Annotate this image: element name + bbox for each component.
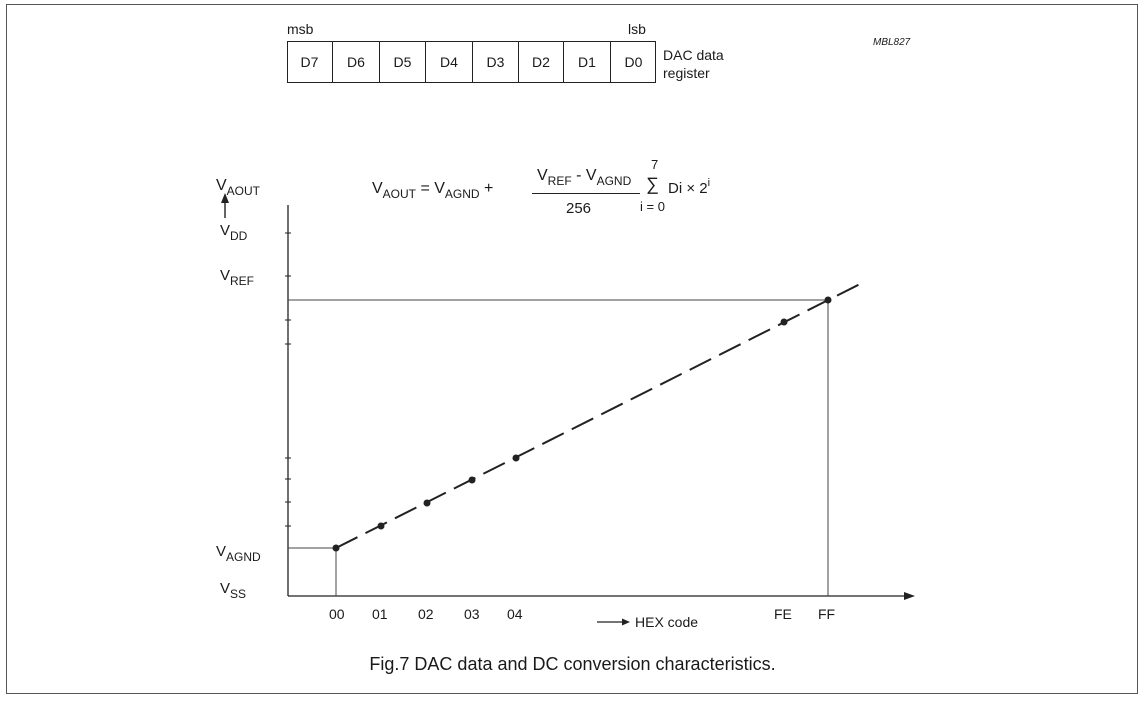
figure-caption: Fig.7 DAC data and DC conversion charact…: [369, 654, 776, 674]
point-00: [332, 544, 340, 552]
formula-denominator: 256: [566, 200, 592, 217]
y-tick-vagnd: VAGND: [216, 543, 261, 564]
register-name-line2: register: [663, 65, 710, 81]
y-axis-arrowhead: [221, 193, 229, 203]
point-ff: [824, 296, 832, 304]
lsb-label: lsb: [628, 21, 646, 37]
register-bit-d6: D6: [332, 41, 379, 83]
y-tick-vdd: VDD: [220, 222, 248, 243]
characteristic-points: [332, 296, 832, 552]
register-bit-d5: D5: [379, 41, 425, 83]
register-bit-d4: D4: [425, 41, 472, 83]
y-axis-minor-ticks: [285, 232, 291, 527]
register-bit-d1: D1: [563, 41, 610, 83]
point-04: [512, 454, 520, 462]
sum-term: Di × 2i: [668, 177, 711, 197]
dac-data-register: [287, 41, 656, 83]
figure-frame: [6, 4, 1138, 694]
x-tick-04: 04: [507, 606, 523, 622]
x-tick-fe: FE: [774, 606, 792, 622]
y-tick-vss: VSS: [220, 580, 247, 601]
register-bit-d7: D7: [300, 54, 319, 70]
msb-label: msb: [287, 21, 314, 37]
register-bit-d0: D0: [610, 41, 656, 83]
formula-numerator: VREF - VAGND: [537, 167, 632, 188]
x-tick-03: 03: [464, 606, 480, 622]
sum-upper-limit: 7: [651, 157, 659, 172]
formula-fraction-bar: [532, 193, 640, 194]
y-tick-vref: VREF: [220, 267, 255, 288]
register-bit-d3: D3: [472, 41, 518, 83]
x-tick-01: 01: [372, 606, 388, 622]
x-tick-00: 00: [329, 606, 345, 622]
x-tick-02: 02: [418, 606, 434, 622]
point-01: [377, 522, 385, 530]
summation-symbol: ∑: [646, 174, 659, 194]
point-03: [468, 476, 476, 484]
hex-code-arrowhead: [622, 618, 630, 626]
y-axis-title: VAOUT: [216, 177, 261, 198]
x-tick-ff: FF: [818, 606, 836, 622]
formula-lhs: VAOUT = VAGND +: [372, 180, 494, 201]
x-axis-arrowhead: [904, 592, 915, 600]
register-bit-d2: D2: [518, 41, 563, 83]
point-fe: [780, 318, 788, 326]
x-axis-label: HEX code: [635, 614, 699, 630]
figure-code-label: MBL827: [873, 37, 911, 48]
point-02: [423, 499, 431, 507]
register-name-line1: DAC data: [663, 47, 724, 63]
sum-lower-limit: i = 0: [640, 199, 665, 214]
